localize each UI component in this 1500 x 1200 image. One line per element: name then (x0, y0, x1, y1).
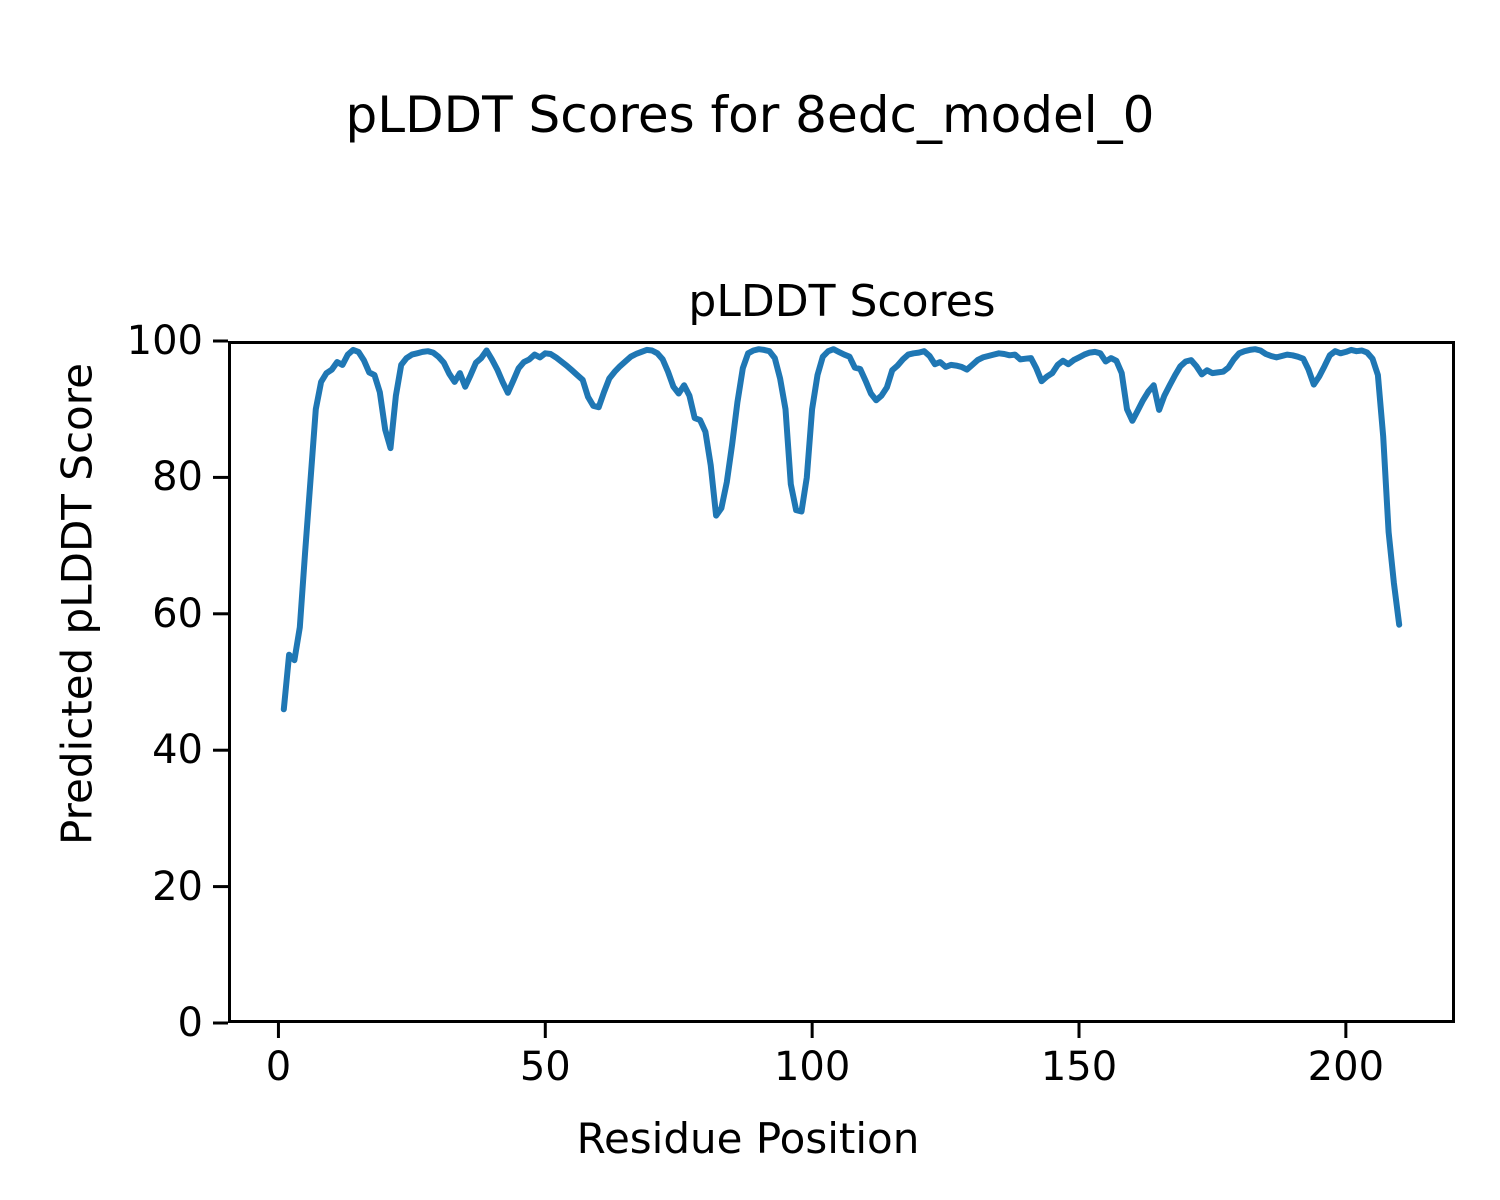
x-tick-label: 0 (265, 1044, 292, 1090)
chart-canvas (213, 339, 1455, 1038)
y-axis-label: Predicted pLDDT Score (52, 363, 102, 845)
y-tick-label: 80 (152, 454, 203, 501)
x-tick-label: 150 (1040, 1044, 1118, 1090)
figure-title: pLDDT Scores for 8edc_model_0 (345, 86, 1155, 144)
y-tick-label: 20 (152, 863, 203, 910)
y-tick-label: 0 (177, 1000, 203, 1046)
x-axis-label: Residue Position (576, 1114, 920, 1163)
axes-title: pLDDT Scores (688, 276, 996, 327)
y-tick-label: 100 (126, 318, 203, 364)
x-tick-label: 200 (1307, 1044, 1385, 1090)
y-tick-label: 40 (152, 727, 203, 774)
plddt-line-series (280, 346, 1403, 713)
y-tick-label: 60 (152, 590, 203, 637)
axes-frame (228, 341, 1455, 1023)
plot-area (213, 339, 1455, 1038)
x-tick-label: 50 (519, 1044, 571, 1090)
x-tick-label: 100 (773, 1044, 851, 1090)
